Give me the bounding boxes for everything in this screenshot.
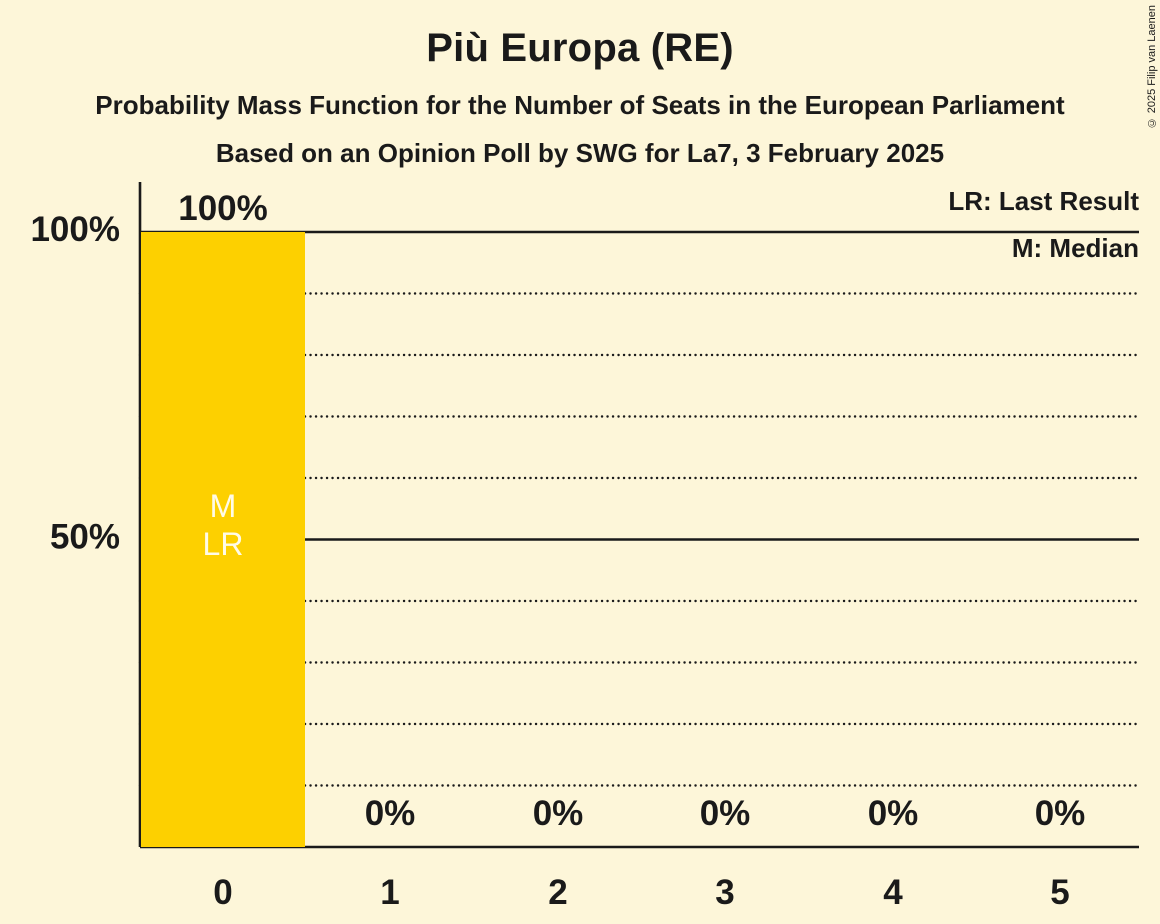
svg-text:1: 1 <box>380 873 399 912</box>
svg-text:M: M <box>210 488 237 524</box>
svg-text:0%: 0% <box>1035 794 1086 833</box>
svg-text:0%: 0% <box>868 794 919 833</box>
svg-text:M: Median: M: Median <box>1012 233 1139 263</box>
svg-text:0%: 0% <box>700 794 751 833</box>
svg-text:5: 5 <box>1050 873 1069 912</box>
svg-text:100%: 100% <box>30 210 120 249</box>
svg-text:3: 3 <box>715 873 734 912</box>
svg-text:0: 0 <box>213 873 232 912</box>
svg-text:50%: 50% <box>50 518 120 557</box>
svg-text:2: 2 <box>548 873 567 912</box>
svg-text:0%: 0% <box>533 794 584 833</box>
svg-text:4: 4 <box>883 873 903 912</box>
svg-text:LR: Last Result: LR: Last Result <box>948 186 1139 216</box>
svg-text:LR: LR <box>203 526 244 562</box>
svg-text:100%: 100% <box>178 189 268 228</box>
svg-text:0%: 0% <box>365 794 416 833</box>
